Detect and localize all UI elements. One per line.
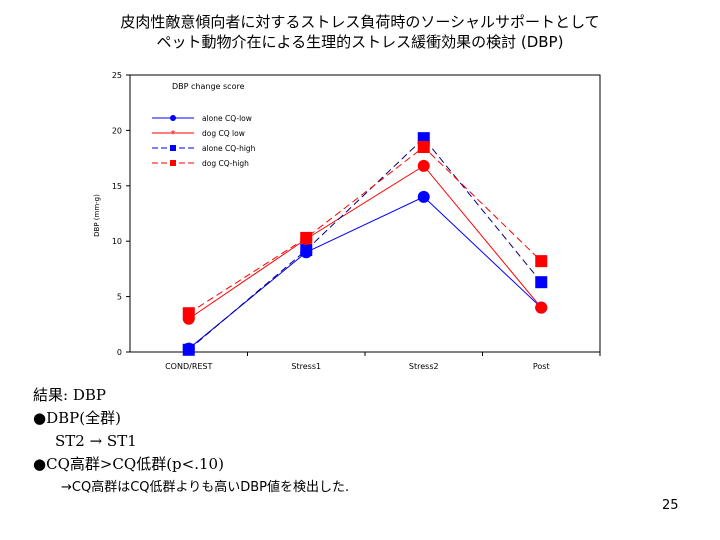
y-tick-label: 20 [112,126,122,135]
y-axis-label: DBP (mm-g) [93,194,101,237]
data-point-circle [182,342,195,355]
data-point-circle [535,301,548,314]
x-tick-label: Stress2 [409,362,439,371]
legend-label: alone CQ-low [202,114,252,123]
results-notes: 結果: DBP ●DBP(全群) ST2 → ST1 ●CQ高群>CQ低群(p<… [33,384,349,499]
page-number: 25 [662,498,679,513]
data-point-circle [417,159,430,172]
notes-conclusion: →CQ高群はCQ低群よりも高いDBP値を検出した. [61,480,350,495]
legend-label: alone CQ-high [202,144,256,153]
data-point-circle [182,312,195,325]
data-point-square [417,141,430,154]
y-tick-label: 5 [117,293,122,302]
slide-title-line1: 皮肉性敵意傾向者に対するストレス負荷時のソーシャルサポートとして [120,13,600,31]
data-point-square [535,276,548,289]
legend-label: dog CQ-high [202,159,249,168]
chart-title: DBP change score [172,82,245,91]
x-tick-label: COND/REST [165,362,212,371]
data-point-circle [417,190,430,203]
y-tick-label: 0 [117,348,122,357]
x-tick-label: Post [533,362,550,371]
y-tick-label: 10 [112,237,122,246]
series-line-0 [188,196,542,350]
legend-marker-star: * [171,129,176,140]
data-point-square [535,255,548,268]
legend-marker-circle [170,115,176,121]
slide-title-line2: ペット動物介在による生理的ストレス緩衝効果の検討 (DBP) [156,33,564,51]
series-line-3 [188,146,542,314]
notes-stress-comparison: ST2 → ST1 [55,432,137,450]
y-tick-label: 25 [112,71,122,80]
data-point-circle [300,246,313,259]
notes-heading: 結果: DBP [33,386,106,404]
dbp-line-chart: 0 5 10 15 20 25 DBP (mm-g) COND/REST Stress1 Stre… [93,71,601,371]
y-tick-label: 15 [112,182,122,191]
series-line-2 [188,137,542,351]
legend-marker-square [170,160,176,166]
series-line-1 [188,165,542,320]
legend-label: dog CQ low [202,129,245,138]
legend-marker-square [170,145,176,151]
x-tick-label: Stress1 [291,362,321,371]
data-point-circle [300,232,313,245]
notes-bullet-all-groups: ●DBP(全群) [33,409,121,427]
notes-bullet-cq-comparison: ●CQ高群>CQ低群(p<.10) [33,455,224,473]
